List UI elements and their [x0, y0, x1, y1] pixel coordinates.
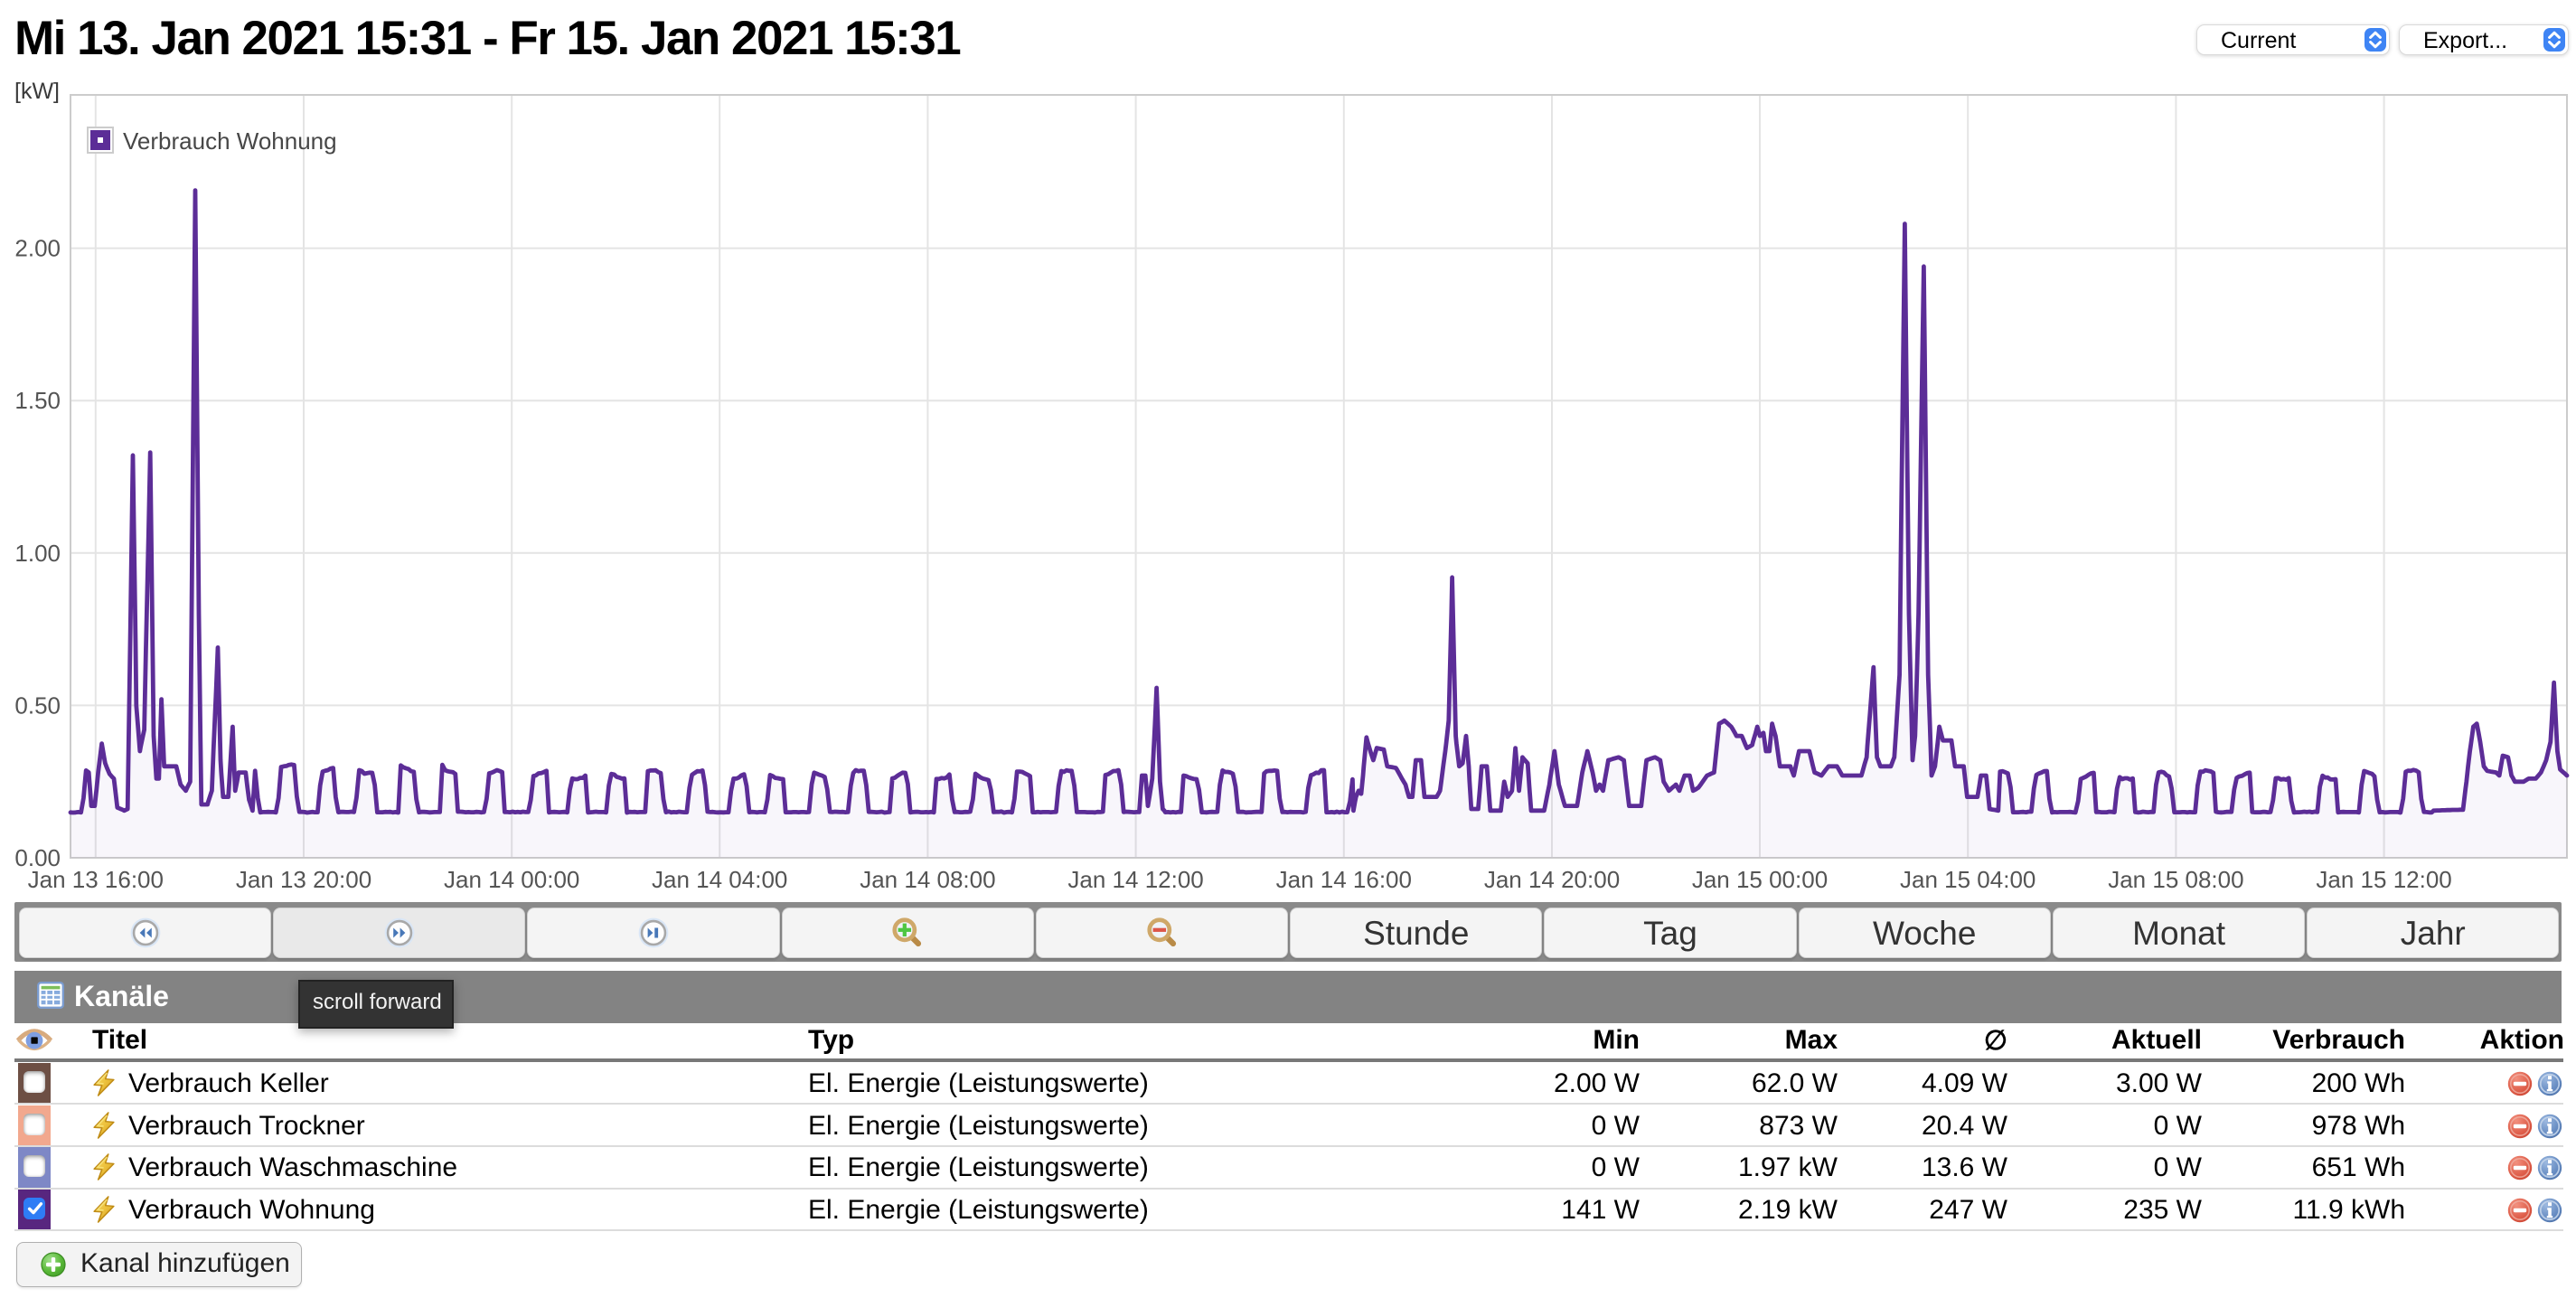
svg-text:Jan 14 08:00: Jan 14 08:00: [860, 866, 995, 893]
svg-text:Jan 14 12:00: Jan 14 12:00: [1067, 866, 1203, 893]
svg-text:Jan 15 04:00: Jan 15 04:00: [1900, 866, 2035, 893]
svg-text:2.00: 2.00: [14, 235, 61, 262]
svg-text:Jan 15 08:00: Jan 15 08:00: [2108, 866, 2243, 893]
svg-text:Jan 13 16:00: Jan 13 16:00: [28, 866, 164, 893]
svg-text:0.00: 0.00: [14, 844, 61, 871]
svg-text:0.50: 0.50: [14, 691, 61, 719]
svg-text:Jan 14 16:00: Jan 14 16:00: [1276, 866, 1412, 893]
svg-text:Jan 13 20:00: Jan 13 20:00: [236, 866, 371, 893]
svg-text:Jan 14 00:00: Jan 14 00:00: [444, 866, 579, 893]
svg-text:1.00: 1.00: [14, 540, 61, 567]
svg-text:Jan 14 04:00: Jan 14 04:00: [652, 866, 787, 893]
svg-text:Jan 14 20:00: Jan 14 20:00: [1484, 866, 1620, 893]
svg-text:1.50: 1.50: [14, 387, 61, 414]
svg-text:Jan 15 12:00: Jan 15 12:00: [2316, 866, 2451, 893]
svg-text:Jan 15 00:00: Jan 15 00:00: [1692, 866, 1828, 893]
